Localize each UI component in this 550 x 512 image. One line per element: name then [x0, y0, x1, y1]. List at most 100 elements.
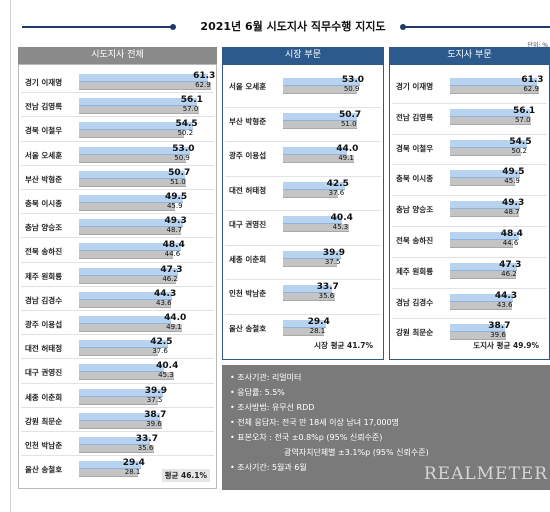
category-label: 경기 이재명: [25, 78, 63, 87]
value-label-may: 51.0: [170, 177, 186, 186]
bar-may: [283, 86, 357, 94]
average-label: 도지사 평균 49.9%: [473, 341, 539, 350]
value-label-may: 37.5: [146, 395, 163, 404]
bar-june: [283, 78, 360, 86]
value-label-june: 44.0: [336, 144, 359, 154]
info-period: • 조사기간: 5월과 6월: [230, 463, 307, 472]
bar-may: [79, 154, 186, 163]
chart-mayors: 서울 오세훈 53.0 50.9 부산 박형준 50.7 51.0 광주 이용섭 44.0 49…: [222, 64, 384, 360]
bar-june: [283, 319, 326, 328]
chart-row: 대전 허태정 42.5 37.6: [19, 335, 216, 360]
row-divider: [21, 430, 214, 432]
panel-header-mayor: 시장 부문: [222, 47, 384, 64]
row-divider: [21, 213, 214, 215]
average-label: 평균 46.1%: [161, 469, 210, 482]
chart-row: 경남 김경수 44.3 43.6: [19, 287, 216, 311]
row-divider: [392, 225, 547, 227]
chart-row: 강원 최문순 38.7 39.6: [19, 408, 216, 432]
row-divider: [21, 188, 214, 190]
bar-june: [79, 412, 161, 421]
value-label-may: 62.9: [523, 85, 539, 93]
value-label-may: 37.6: [152, 347, 168, 356]
category-label: 광주 이용섭: [25, 320, 63, 329]
bar-may: [283, 293, 335, 301]
category-label: 경북 이철우: [396, 143, 434, 153]
value-label-may: 28.1: [124, 468, 141, 477]
row-divider: [21, 164, 214, 166]
bar-june: [79, 461, 141, 470]
value-label-may: 46.2: [162, 274, 178, 283]
category-label: 서울 오세훈: [229, 82, 267, 91]
chart-row: 부산 박형준 50.7 51.0: [223, 108, 383, 142]
bar-june: [450, 293, 513, 302]
chart-row: 충남 양승조 49.3 48.7: [19, 214, 216, 239]
bar-june: [283, 285, 332, 293]
value-label-may: 45.3: [332, 223, 349, 231]
page-title: 2021년 6월 시도지사 직무수행 지지도: [200, 20, 386, 33]
row-divider: [21, 285, 214, 287]
category-label: 인천 박남춘: [229, 289, 267, 298]
bar-may: [450, 86, 540, 94]
value-label-may: 39.6: [490, 331, 506, 340]
title-dot-right: [400, 24, 406, 30]
chart-row: 울산 송철호 29.4 28.1: [223, 315, 383, 339]
chart-row: 경북 이철우 54.5 50.2: [19, 117, 216, 142]
value-label-may: 48.7: [504, 208, 520, 217]
bar-may: [450, 116, 531, 125]
chart-row: 충북 이시종 49.5 45.9: [19, 190, 216, 215]
value-label-may: 50.2: [177, 129, 194, 138]
chart-row: 울산 송철호 29.4 28.1: [19, 456, 216, 480]
bar-june: [79, 243, 181, 252]
bar-june: [450, 232, 519, 240]
category-label: 제주 원희룡: [396, 266, 434, 276]
bar-june: [79, 340, 169, 349]
chart-row: 제주 원희룡 47.3 46.2: [390, 258, 549, 289]
info-margin-national: • 표본오차 : 전국 ±0.8%p (95% 신뢰수준): [230, 433, 383, 442]
category-label: 충북 이시종: [25, 199, 63, 208]
row-divider: [392, 133, 547, 135]
category-label: 경북 이철우: [25, 126, 63, 136]
bar-june: [283, 250, 341, 259]
row-divider: [225, 175, 381, 177]
category-label: 광주 이용섭: [229, 151, 267, 160]
category-label: 세종 이춘희: [25, 392, 63, 402]
value-label-june: 44.0: [164, 313, 187, 323]
chart-row: 대구 권영진 40.4 45.3: [19, 359, 216, 384]
chart-row: 세종 이춘희 39.9 37.5: [223, 246, 383, 280]
value-label-may: 49.1: [166, 323, 182, 331]
bar-june: [79, 364, 164, 373]
bar-june: [79, 388, 163, 397]
bar-june: [79, 267, 179, 276]
row-divider: [225, 279, 381, 280]
value-label-june: 42.5: [150, 337, 173, 348]
survey-info-box: • 조사기관: 리얼미터 • 응답률: 5.5% • 조사방법: 유무선 RDD…: [222, 365, 550, 490]
chart-all-governors: 경기 이재명 61.3 62.9 전남 김영록 56.1 57.0 경북 이철우 54.5 50…: [18, 64, 217, 489]
infographic-frame: [10, 0, 550, 512]
category-label: 전북 송하진: [396, 236, 434, 245]
row-divider: [21, 334, 214, 336]
chart-row: 세종 이춘희 39.9 37.5: [19, 384, 216, 408]
category-label: 서울 오세훈: [25, 150, 63, 160]
category-label: 부산 박형준: [229, 116, 267, 126]
value-label-june: 33.7: [135, 434, 158, 444]
value-label-june: 49.3: [164, 216, 187, 227]
chart-row: 서울 오세훈 53.0 50.9: [19, 142, 216, 166]
row-divider: [21, 358, 214, 360]
value-label-june: 50.7: [338, 109, 362, 120]
chart-row: 광주 이용섭 44.0 49.1: [223, 142, 383, 177]
bar-june: [450, 201, 520, 210]
value-label-may: 28.1: [309, 326, 326, 335]
average-label: 시장 평균 41.7%: [314, 341, 373, 350]
value-label-june: 39.9: [144, 385, 167, 396]
row-divider: [392, 102, 547, 104]
value-label-may: 57.0: [182, 105, 199, 114]
bar-may: [79, 203, 176, 211]
bar-may: [79, 299, 171, 308]
bar-june: [450, 324, 505, 333]
chart-row: 충북 이시종 49.5 45.9: [390, 165, 549, 197]
bar-may: [79, 130, 185, 139]
value-label-june: 54.5: [509, 136, 532, 147]
row-divider: [225, 244, 381, 246]
value-label-june: 61.3: [193, 71, 216, 81]
row-divider: [225, 141, 381, 142]
